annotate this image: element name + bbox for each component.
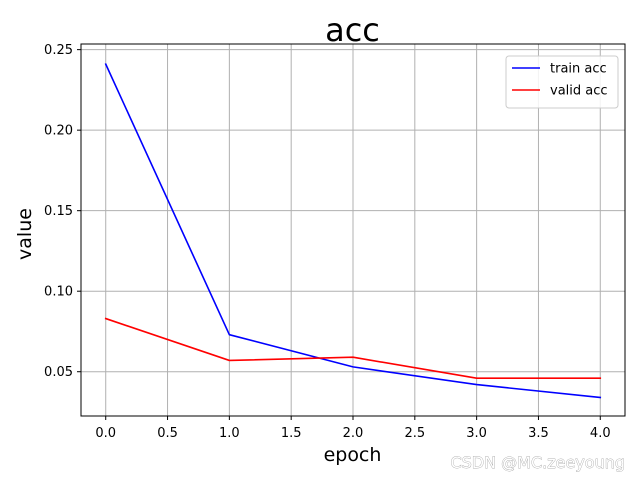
x-tick-label: 3.5: [528, 426, 549, 441]
x-tick-label: 3.0: [466, 426, 487, 441]
series-line-train-acc: [104, 63, 602, 399]
x-tick-label: 4.0: [590, 426, 611, 441]
y-axis-title: value: [14, 208, 36, 260]
x-tick-label: 1.5: [281, 426, 302, 441]
x-tick-label: 1.0: [219, 426, 240, 441]
series-lines: [104, 63, 602, 399]
series-line-valid-acc: [104, 317, 602, 379]
y-tick-label: 0.25: [44, 43, 73, 58]
legend-label: train acc: [550, 62, 607, 77]
legend: train acc valid acc: [505, 55, 619, 109]
y-tick-label: 0.05: [44, 365, 73, 380]
axis-ticks: 0.0 0.5 1.0 1.5 2.0 2.5 3.0 3.5 4.0 0.05 0.10 0.15 0…: [44, 43, 611, 441]
legend-box: [505, 55, 619, 109]
x-tick-label: 2.0: [343, 426, 364, 441]
legend-label: valid acc: [550, 84, 608, 99]
x-tick-label: 0.5: [157, 426, 178, 441]
y-tick-label: 0.15: [44, 204, 73, 219]
x-tick-label: 2.5: [404, 426, 425, 441]
x-axis-title: epoch: [324, 444, 382, 466]
x-tick-label: 0.0: [95, 426, 116, 441]
y-tick-label: 0.10: [44, 285, 73, 300]
y-tick-label: 0.20: [44, 124, 73, 139]
chart-title: acc: [325, 11, 380, 49]
watermark: CSDN @MC.zeeyoung: [450, 453, 625, 472]
